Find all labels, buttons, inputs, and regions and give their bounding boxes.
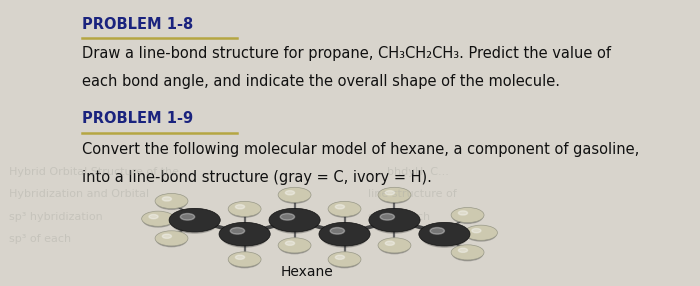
Circle shape bbox=[230, 203, 260, 217]
Circle shape bbox=[472, 229, 481, 233]
Circle shape bbox=[169, 208, 220, 232]
Circle shape bbox=[452, 247, 483, 261]
Text: Hybridization and Orbital: Hybridization and Orbital bbox=[9, 189, 149, 199]
Circle shape bbox=[328, 252, 361, 267]
Circle shape bbox=[335, 205, 344, 209]
Text: PROBLEM 1-9: PROBLEM 1-9 bbox=[82, 111, 193, 126]
Circle shape bbox=[465, 225, 498, 240]
Circle shape bbox=[430, 228, 444, 234]
Circle shape bbox=[321, 225, 368, 247]
Text: into a line-bond structure (gray = C, ivory = H).: into a line-bond structure (gray = C, iv… bbox=[82, 170, 432, 185]
Circle shape bbox=[451, 208, 484, 223]
Circle shape bbox=[378, 187, 411, 202]
Circle shape bbox=[278, 187, 311, 202]
Circle shape bbox=[280, 214, 295, 220]
Circle shape bbox=[235, 255, 244, 259]
Circle shape bbox=[286, 241, 295, 245]
Circle shape bbox=[466, 227, 496, 241]
Circle shape bbox=[219, 223, 270, 246]
Circle shape bbox=[228, 252, 261, 267]
Circle shape bbox=[378, 238, 411, 253]
Circle shape bbox=[379, 240, 410, 254]
Circle shape bbox=[421, 225, 468, 247]
Text: bhdyH  C...: bhdyH C... bbox=[386, 167, 449, 177]
Circle shape bbox=[278, 238, 311, 253]
Circle shape bbox=[379, 189, 410, 203]
Circle shape bbox=[269, 208, 320, 232]
Text: each bond angle, and indicate the overall shape of the molecule.: each bond angle, and indicate the overal… bbox=[82, 74, 560, 89]
Circle shape bbox=[286, 191, 295, 195]
Circle shape bbox=[451, 245, 484, 260]
Circle shape bbox=[458, 248, 468, 252]
Circle shape bbox=[155, 231, 188, 246]
Circle shape bbox=[228, 201, 261, 217]
Text: Hybrid Orbital Structure of the: Hybrid Orbital Structure of the bbox=[9, 167, 179, 177]
Text: PROBLEM 1-8: PROBLEM 1-8 bbox=[82, 17, 193, 32]
Circle shape bbox=[181, 214, 195, 220]
Circle shape bbox=[319, 223, 370, 246]
Circle shape bbox=[171, 211, 218, 233]
Circle shape bbox=[330, 228, 344, 234]
Circle shape bbox=[330, 254, 360, 268]
Circle shape bbox=[371, 211, 418, 233]
Circle shape bbox=[143, 213, 173, 227]
Circle shape bbox=[369, 208, 420, 232]
Circle shape bbox=[149, 214, 158, 219]
Circle shape bbox=[155, 194, 188, 208]
Circle shape bbox=[458, 211, 468, 215]
Text: sp³ of each: sp³ of each bbox=[9, 234, 71, 244]
Circle shape bbox=[162, 197, 172, 201]
Text: Draw a line-bond structure for propane, CH₃CH₂CH₃. Predict the value of: Draw a line-bond structure for propane, … bbox=[82, 46, 611, 61]
Text: Hexane: Hexane bbox=[281, 265, 334, 279]
Circle shape bbox=[230, 228, 244, 234]
Circle shape bbox=[162, 234, 172, 238]
Circle shape bbox=[141, 211, 174, 226]
Circle shape bbox=[271, 211, 318, 233]
Circle shape bbox=[279, 240, 309, 254]
Circle shape bbox=[221, 225, 268, 247]
Circle shape bbox=[330, 203, 360, 217]
Text: sp³ of each: sp³ of each bbox=[368, 212, 430, 222]
Circle shape bbox=[385, 191, 395, 195]
Circle shape bbox=[328, 201, 361, 217]
Circle shape bbox=[385, 241, 395, 245]
Text: Convert the following molecular model of hexane, a component of gasoline,: Convert the following molecular model of… bbox=[82, 142, 639, 157]
Text: sp³ hybridization: sp³ hybridization bbox=[9, 212, 103, 222]
Text: line structure of: line structure of bbox=[368, 189, 457, 199]
Circle shape bbox=[419, 223, 470, 246]
Circle shape bbox=[335, 255, 344, 259]
Circle shape bbox=[235, 205, 244, 209]
Circle shape bbox=[279, 189, 309, 203]
Circle shape bbox=[156, 233, 187, 247]
Circle shape bbox=[230, 254, 260, 268]
Circle shape bbox=[156, 195, 187, 209]
Circle shape bbox=[452, 209, 483, 223]
Circle shape bbox=[380, 214, 395, 220]
